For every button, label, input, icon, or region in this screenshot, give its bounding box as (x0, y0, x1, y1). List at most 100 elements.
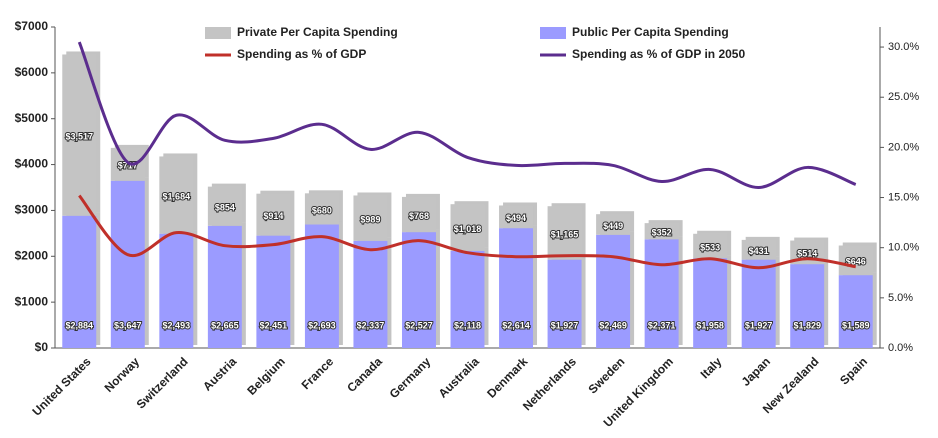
x-tick-label: Austria (200, 354, 239, 393)
bar (644, 239, 679, 348)
bar (596, 214, 631, 235)
y2-tick-label: 20.0% (888, 141, 919, 153)
x-tick-label: United States (30, 354, 94, 418)
x-tick-label: Denmark (484, 354, 530, 400)
data-label: $2,371 (648, 320, 676, 330)
bar (207, 186, 242, 226)
data-label: $449 (603, 221, 623, 231)
bar (450, 250, 485, 348)
legend-label: Private Per Capita Spending (237, 25, 398, 39)
bar (304, 224, 339, 348)
y-tick-label: $1000 (15, 294, 49, 308)
y-tick-label: $4000 (15, 157, 49, 171)
bar (401, 232, 436, 348)
bar (159, 233, 194, 348)
data-label: $1,684 (163, 191, 191, 201)
y2-tick-label: 0.0% (888, 342, 913, 354)
data-label: $2,693 (308, 320, 336, 330)
bar (693, 233, 728, 259)
data-label: $431 (749, 246, 769, 256)
data-label: $989 (360, 215, 380, 225)
bar (838, 275, 873, 348)
y2-tick-label: 10.0% (888, 242, 919, 254)
bar (644, 223, 679, 240)
data-label: $1,927 (745, 320, 773, 330)
bar (62, 54, 97, 216)
data-label: $1,958 (696, 320, 724, 330)
bar (693, 258, 728, 348)
data-label: $914 (263, 211, 283, 221)
x-tick-label: Norway (102, 354, 143, 395)
data-label: $768 (409, 211, 429, 221)
bar (304, 193, 339, 225)
legend-label: Spending as % of GDP (237, 47, 366, 61)
data-label: $3,647 (114, 320, 142, 330)
y2-tick-label: 15.0% (888, 191, 919, 203)
bar (596, 234, 631, 348)
legend-label: Public Per Capita Spending (572, 25, 729, 39)
data-label: $1,165 (551, 229, 579, 239)
y2-tick-label: 5.0% (888, 292, 913, 304)
bar (499, 205, 534, 229)
y-tick-label: $0 (35, 340, 49, 354)
x-tick-label: Germany (387, 354, 434, 401)
data-label: $533 (700, 242, 720, 252)
x-tick-label: Australia (436, 354, 482, 400)
x-tick-label: Canada (344, 354, 385, 395)
bar (838, 245, 873, 276)
bar (499, 228, 534, 348)
bar (547, 259, 582, 348)
bar (547, 206, 582, 260)
y-tick-label: $7000 (15, 19, 49, 33)
data-label: $2,337 (357, 320, 385, 330)
x-tick-label: France (299, 354, 337, 392)
data-label: $854 (215, 203, 235, 213)
y2-tick-label: 25.0% (888, 91, 919, 103)
legend-swatch (205, 27, 231, 39)
data-label: $514 (797, 249, 817, 259)
data-label: $2,469 (599, 320, 627, 330)
x-tick-label: Belgium (244, 354, 287, 397)
bar (353, 240, 388, 348)
bar (159, 156, 194, 234)
bar (741, 239, 776, 260)
y-tick-label: $3000 (15, 203, 49, 217)
x-tick-label: Switzerland (134, 354, 191, 411)
bar (790, 264, 825, 348)
bar (110, 180, 145, 348)
data-label: $2,665 (211, 320, 239, 330)
line (78, 194, 857, 270)
bar (256, 193, 291, 236)
data-label: $2,527 (405, 320, 433, 330)
bar (741, 259, 776, 348)
data-label: $2,118 (454, 320, 481, 330)
data-label: $2,884 (65, 320, 93, 330)
bar (256, 235, 291, 348)
x-tick-label: Italy (698, 354, 725, 381)
bar (110, 147, 145, 181)
data-label: $3,517 (65, 131, 93, 141)
x-tick-label: Spain (837, 354, 870, 387)
bar (62, 215, 97, 348)
data-label: $1,018 (454, 224, 482, 234)
y-tick-label: $6000 (15, 65, 49, 79)
bar (450, 204, 485, 251)
data-label: $680 (312, 205, 332, 215)
data-label: $1,829 (793, 320, 821, 330)
bar (401, 196, 436, 233)
bar (353, 195, 388, 241)
line (77, 41, 857, 190)
y-tick-label: $2000 (15, 248, 49, 262)
y2-tick-label: 30.0% (888, 41, 919, 53)
data-label: $1,589 (842, 320, 870, 330)
legend-swatch (540, 27, 566, 39)
legend-label: Spending as % of GDP in 2050 (572, 47, 745, 61)
x-tick-label: Japan (739, 354, 773, 388)
data-label: $2,451 (260, 320, 288, 330)
data-label: $494 (506, 213, 526, 223)
data-label: $1,927 (551, 320, 579, 330)
data-label: $2,493 (163, 320, 191, 330)
x-tick-label: Sweden (585, 354, 627, 396)
data-label: $2,614 (502, 320, 530, 330)
